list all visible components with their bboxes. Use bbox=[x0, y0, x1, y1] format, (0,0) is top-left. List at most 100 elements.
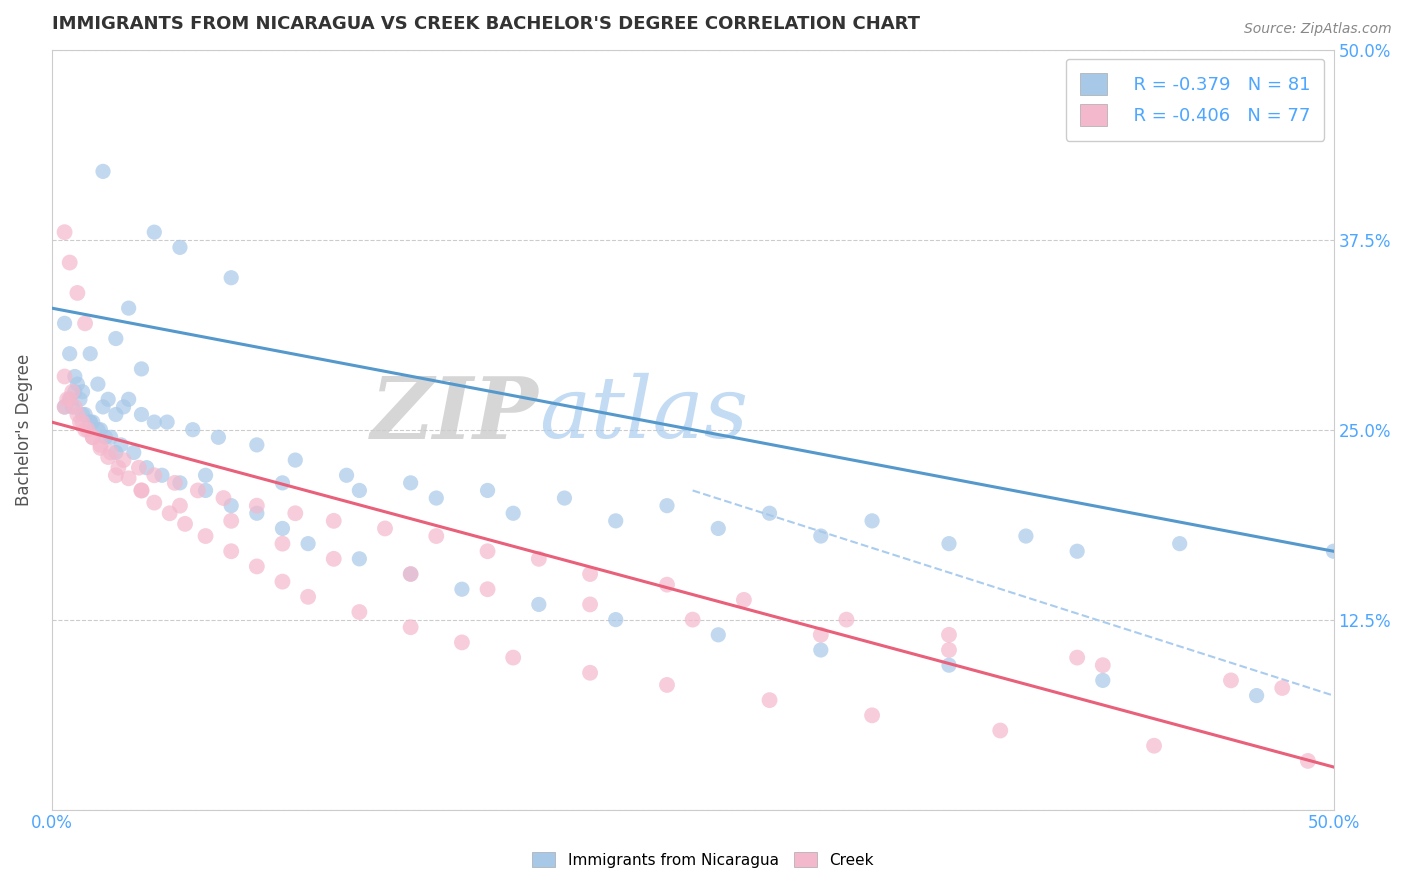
Point bbox=[349, 483, 371, 498]
Point bbox=[810, 628, 832, 642]
Point bbox=[207, 430, 229, 444]
Point bbox=[56, 392, 79, 407]
Point bbox=[502, 650, 524, 665]
Point bbox=[1091, 673, 1114, 688]
Text: Source: ZipAtlas.com: Source: ZipAtlas.com bbox=[1244, 22, 1392, 37]
Point bbox=[104, 332, 127, 346]
Point bbox=[194, 468, 217, 483]
Point bbox=[143, 495, 166, 509]
Point bbox=[174, 516, 197, 531]
Point bbox=[72, 408, 94, 422]
Point bbox=[89, 441, 111, 455]
Point bbox=[112, 453, 135, 467]
Point bbox=[169, 475, 191, 490]
Point bbox=[75, 316, 97, 330]
Point bbox=[107, 460, 129, 475]
Point bbox=[66, 377, 89, 392]
Point bbox=[988, 723, 1011, 738]
Legend:   R = -0.379   N = 81,   R = -0.406   N = 77: R = -0.379 N = 81, R = -0.406 N = 77 bbox=[1066, 59, 1324, 141]
Point bbox=[118, 392, 141, 407]
Point bbox=[219, 514, 242, 528]
Point bbox=[605, 613, 627, 627]
Point bbox=[284, 506, 307, 520]
Point bbox=[104, 408, 127, 422]
Point bbox=[53, 369, 76, 384]
Point bbox=[76, 423, 98, 437]
Point bbox=[425, 491, 447, 505]
Point bbox=[335, 468, 357, 483]
Point bbox=[60, 384, 83, 399]
Point bbox=[60, 400, 83, 414]
Point bbox=[63, 400, 86, 414]
Point bbox=[104, 468, 127, 483]
Point bbox=[89, 423, 111, 437]
Point bbox=[159, 506, 181, 520]
Point bbox=[94, 430, 117, 444]
Point bbox=[72, 384, 94, 399]
Point bbox=[219, 270, 242, 285]
Point bbox=[1066, 650, 1088, 665]
Point bbox=[91, 164, 114, 178]
Point bbox=[79, 347, 101, 361]
Point bbox=[938, 536, 960, 550]
Point bbox=[104, 445, 127, 459]
Point bbox=[63, 384, 86, 399]
Point bbox=[69, 392, 91, 407]
Point bbox=[527, 551, 550, 566]
Point bbox=[143, 225, 166, 239]
Point bbox=[860, 514, 883, 528]
Point bbox=[69, 415, 91, 429]
Point bbox=[810, 643, 832, 657]
Point bbox=[79, 415, 101, 429]
Point bbox=[271, 521, 294, 535]
Point bbox=[122, 445, 145, 459]
Point bbox=[246, 559, 269, 574]
Point bbox=[131, 483, 153, 498]
Point bbox=[246, 438, 269, 452]
Point bbox=[87, 377, 110, 392]
Point bbox=[682, 613, 704, 627]
Point bbox=[349, 605, 371, 619]
Text: IMMIGRANTS FROM NICARAGUA VS CREEK BACHELOR'S DEGREE CORRELATION CHART: IMMIGRANTS FROM NICARAGUA VS CREEK BACHE… bbox=[52, 15, 920, 33]
Point bbox=[860, 708, 883, 723]
Point bbox=[72, 415, 94, 429]
Point bbox=[246, 506, 269, 520]
Point bbox=[502, 506, 524, 520]
Point bbox=[75, 408, 97, 422]
Point bbox=[374, 521, 396, 535]
Point bbox=[135, 460, 157, 475]
Point bbox=[169, 499, 191, 513]
Point bbox=[79, 415, 101, 429]
Point bbox=[1296, 754, 1319, 768]
Point bbox=[399, 620, 422, 634]
Point bbox=[425, 529, 447, 543]
Point bbox=[297, 590, 319, 604]
Y-axis label: Bachelor's Degree: Bachelor's Degree bbox=[15, 353, 32, 506]
Point bbox=[938, 658, 960, 673]
Point bbox=[1322, 544, 1344, 558]
Point bbox=[399, 567, 422, 582]
Point bbox=[150, 468, 173, 483]
Point bbox=[399, 475, 422, 490]
Point bbox=[1091, 658, 1114, 673]
Point bbox=[82, 430, 104, 444]
Point bbox=[284, 453, 307, 467]
Point bbox=[399, 567, 422, 582]
Point bbox=[112, 400, 135, 414]
Point bbox=[1271, 681, 1294, 695]
Point bbox=[655, 678, 678, 692]
Point bbox=[451, 635, 474, 649]
Point bbox=[1015, 529, 1038, 543]
Point bbox=[131, 483, 153, 498]
Point bbox=[91, 400, 114, 414]
Point bbox=[579, 598, 602, 612]
Point bbox=[477, 544, 499, 558]
Point bbox=[59, 255, 82, 269]
Point bbox=[322, 551, 344, 566]
Point bbox=[131, 362, 153, 376]
Point bbox=[63, 369, 86, 384]
Point bbox=[87, 423, 110, 437]
Point bbox=[733, 592, 755, 607]
Point bbox=[59, 392, 82, 407]
Point bbox=[1066, 544, 1088, 558]
